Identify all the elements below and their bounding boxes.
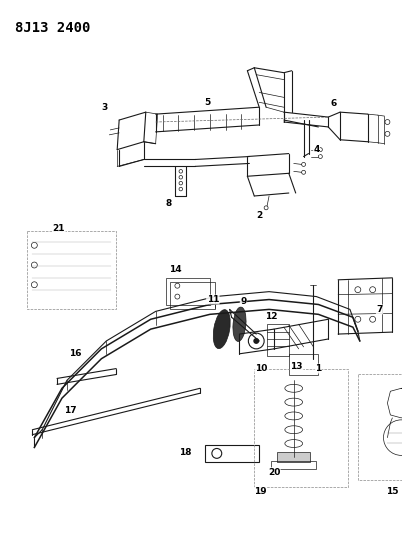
Bar — [205, 445, 259, 462]
Text: 4: 4 — [313, 145, 320, 154]
Text: 17: 17 — [64, 406, 76, 415]
Text: 16: 16 — [70, 349, 82, 358]
Text: 14: 14 — [169, 265, 182, 274]
Text: 1: 1 — [315, 364, 322, 373]
Bar — [28, 230, 116, 309]
Text: 3: 3 — [101, 103, 107, 112]
Text: 11: 11 — [207, 295, 219, 304]
Ellipse shape — [233, 307, 246, 342]
Bar — [166, 278, 210, 305]
Text: 18: 18 — [179, 448, 192, 457]
Text: 19: 19 — [254, 487, 266, 496]
Ellipse shape — [213, 310, 230, 349]
Text: 9: 9 — [240, 297, 247, 306]
Bar — [171, 282, 215, 309]
Text: 13: 13 — [290, 362, 303, 371]
Bar — [277, 453, 311, 462]
Text: 2: 2 — [256, 211, 262, 220]
Text: 8: 8 — [165, 199, 172, 208]
Text: 5: 5 — [204, 98, 210, 107]
Bar — [254, 369, 348, 487]
Text: 7: 7 — [376, 305, 383, 314]
Text: 21: 21 — [53, 224, 65, 233]
Text: 6: 6 — [330, 99, 336, 108]
Text: 20: 20 — [268, 467, 280, 477]
Bar — [289, 354, 318, 375]
Text: 15: 15 — [386, 487, 399, 496]
Circle shape — [253, 338, 259, 344]
Bar — [271, 461, 316, 469]
Bar — [267, 324, 289, 356]
Bar — [358, 374, 405, 480]
Text: 10: 10 — [255, 364, 267, 373]
Text: 8J13 2400: 8J13 2400 — [15, 21, 90, 35]
Text: 12: 12 — [265, 312, 277, 321]
